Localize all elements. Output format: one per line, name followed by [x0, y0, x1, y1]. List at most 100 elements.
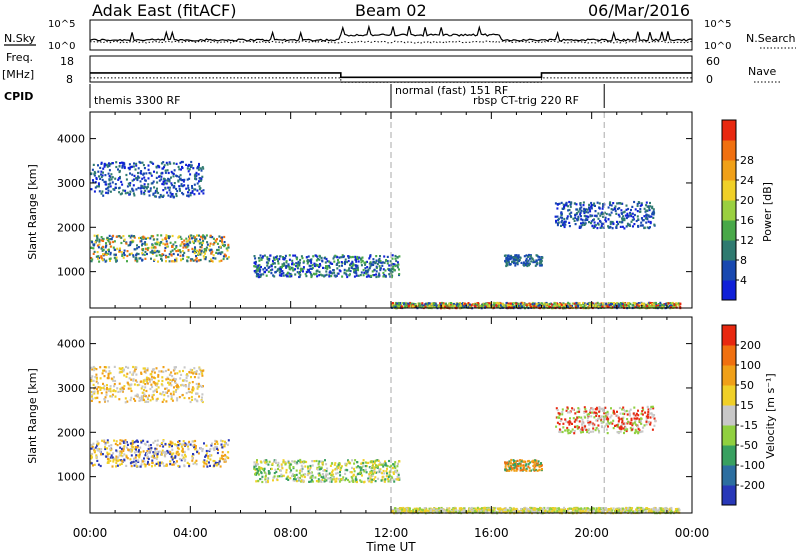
power-cell	[632, 215, 635, 219]
velocity-cell	[333, 478, 336, 481]
velocity-cell	[126, 457, 129, 460]
velocity-cell	[317, 462, 320, 465]
velocity-cell	[290, 469, 293, 472]
velocity-cell	[532, 464, 535, 468]
velocity-cell	[344, 472, 347, 475]
power-cell	[213, 241, 216, 244]
velocity-cell	[280, 473, 283, 476]
velocity-cell	[136, 380, 139, 383]
power-cell	[117, 168, 119, 171]
velocity-cell	[253, 465, 256, 469]
velocity-cell	[276, 475, 279, 478]
velocity-cell	[578, 420, 581, 423]
power-cell	[615, 302, 618, 305]
velocity-cell	[651, 405, 654, 408]
power-cell	[90, 172, 93, 175]
velocity-cell	[205, 449, 208, 453]
power-cell	[175, 245, 178, 248]
power-cell	[379, 255, 381, 258]
power-cell	[196, 167, 199, 170]
velocity-cell	[102, 386, 105, 390]
velocity-cell	[193, 446, 196, 449]
power-cell	[302, 270, 304, 273]
power-cell	[147, 236, 149, 240]
power-cell	[529, 255, 532, 258]
velocity-cell	[535, 468, 538, 472]
velocity-cell	[100, 448, 103, 451]
power-cell	[626, 222, 629, 225]
velocity-cell	[638, 418, 641, 421]
power-cell	[519, 256, 522, 259]
power-cell	[189, 191, 192, 195]
velocity-cell	[256, 463, 259, 466]
power-cell	[356, 266, 359, 269]
velocity-cell	[324, 478, 327, 481]
power-cell	[514, 262, 517, 265]
power-cell	[580, 209, 583, 212]
power-cell	[126, 254, 129, 258]
velocity-cell	[215, 440, 218, 443]
velocity-cell	[308, 472, 311, 475]
velocity-cell	[155, 447, 158, 451]
velocity-cell	[114, 390, 117, 393]
velocity-cell	[288, 464, 291, 467]
power-cell	[616, 202, 619, 205]
velocity-cell	[112, 452, 115, 455]
power-cell	[508, 304, 511, 307]
power-cell	[91, 241, 94, 244]
velocity-cell	[588, 428, 591, 431]
freq-label-line2: [MHz]	[2, 68, 34, 81]
power-cell	[98, 185, 100, 188]
power-cell	[150, 174, 153, 177]
velocity-cell	[588, 422, 591, 425]
power-cell	[516, 302, 519, 305]
power-cell	[652, 210, 655, 213]
power-cell	[524, 262, 527, 265]
velocity-cell	[222, 458, 225, 461]
power-cell	[160, 254, 163, 257]
power-cell	[150, 235, 153, 238]
power-cell	[379, 267, 382, 270]
velocity-cell	[646, 405, 649, 408]
power-cell	[154, 246, 157, 249]
power-cell	[563, 225, 566, 229]
power-cell	[180, 183, 183, 186]
power-cell	[492, 305, 494, 308]
velocity-cell	[128, 377, 131, 380]
velocity-cell	[605, 422, 608, 425]
velocity-cell	[640, 412, 643, 415]
velocity-cell	[138, 456, 141, 459]
velocity-cell	[155, 457, 158, 461]
velocity-cell	[134, 456, 137, 459]
power-cell	[142, 173, 145, 176]
power-cell	[382, 268, 385, 271]
velocity-cell	[184, 453, 186, 456]
velocity-cell	[600, 421, 603, 425]
velocity-cell	[122, 448, 125, 451]
velocity-cell	[288, 462, 291, 465]
power-cell	[125, 242, 128, 245]
power-cell	[292, 254, 295, 257]
velocity-cell	[139, 399, 142, 402]
velocity-cell	[307, 465, 309, 468]
velocity-cell	[147, 455, 149, 458]
power-cell	[509, 305, 512, 308]
power-cell	[396, 266, 399, 269]
power-cell	[273, 258, 276, 261]
power-cell	[130, 234, 133, 237]
velocity-cell	[600, 425, 603, 428]
power-cell	[218, 260, 221, 263]
velocity-cell	[99, 464, 102, 468]
power-cell	[390, 269, 393, 272]
velocity-cell	[300, 479, 303, 482]
velocity-cell	[93, 463, 96, 466]
power-cell	[489, 304, 492, 307]
power-cell	[565, 204, 568, 207]
power-cell	[296, 267, 299, 270]
velocity-cell	[93, 390, 96, 393]
power-cell	[612, 208, 615, 211]
power-cell	[602, 215, 605, 218]
power-cell	[577, 305, 580, 308]
velocity-cell	[206, 465, 209, 468]
velocity-cell	[285, 477, 288, 480]
